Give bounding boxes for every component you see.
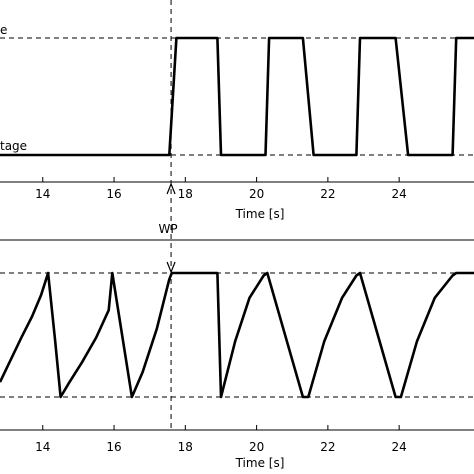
upper-level-label: e xyxy=(0,23,7,37)
x-tick-label: 16 xyxy=(106,187,121,201)
x-tick-label: 20 xyxy=(249,440,264,454)
lower-level-label: tage xyxy=(0,139,27,153)
top-chart-panel: 14 16 18 20 22 24 Time [s] e tage xyxy=(0,23,474,221)
x-tick-label: 22 xyxy=(320,440,335,454)
wp-up-arrow xyxy=(166,183,176,195)
x-tick-label: 18 xyxy=(178,440,193,454)
x-axis-label: Time [s] xyxy=(235,456,285,470)
x-tick-label: 16 xyxy=(106,440,121,454)
bottom-chart-panel: 14 16 18 20 22 24 Time [s] xyxy=(0,239,474,470)
wp-label: WP xyxy=(159,222,178,236)
x-axis-label: Time [s] xyxy=(235,207,285,221)
x-tick-label: 20 xyxy=(249,187,264,201)
series-line xyxy=(0,271,474,399)
wp-down-arrow xyxy=(166,261,176,273)
x-tick-label: 14 xyxy=(35,440,50,454)
wp-annotation: WP xyxy=(159,0,178,430)
x-tick-label: 18 xyxy=(178,187,193,201)
x-tick-label: 14 xyxy=(35,187,50,201)
x-tick-label: 24 xyxy=(392,440,407,454)
x-tick-label: 24 xyxy=(392,187,407,201)
x-tick-label: 22 xyxy=(320,187,335,201)
series-line xyxy=(0,36,474,157)
